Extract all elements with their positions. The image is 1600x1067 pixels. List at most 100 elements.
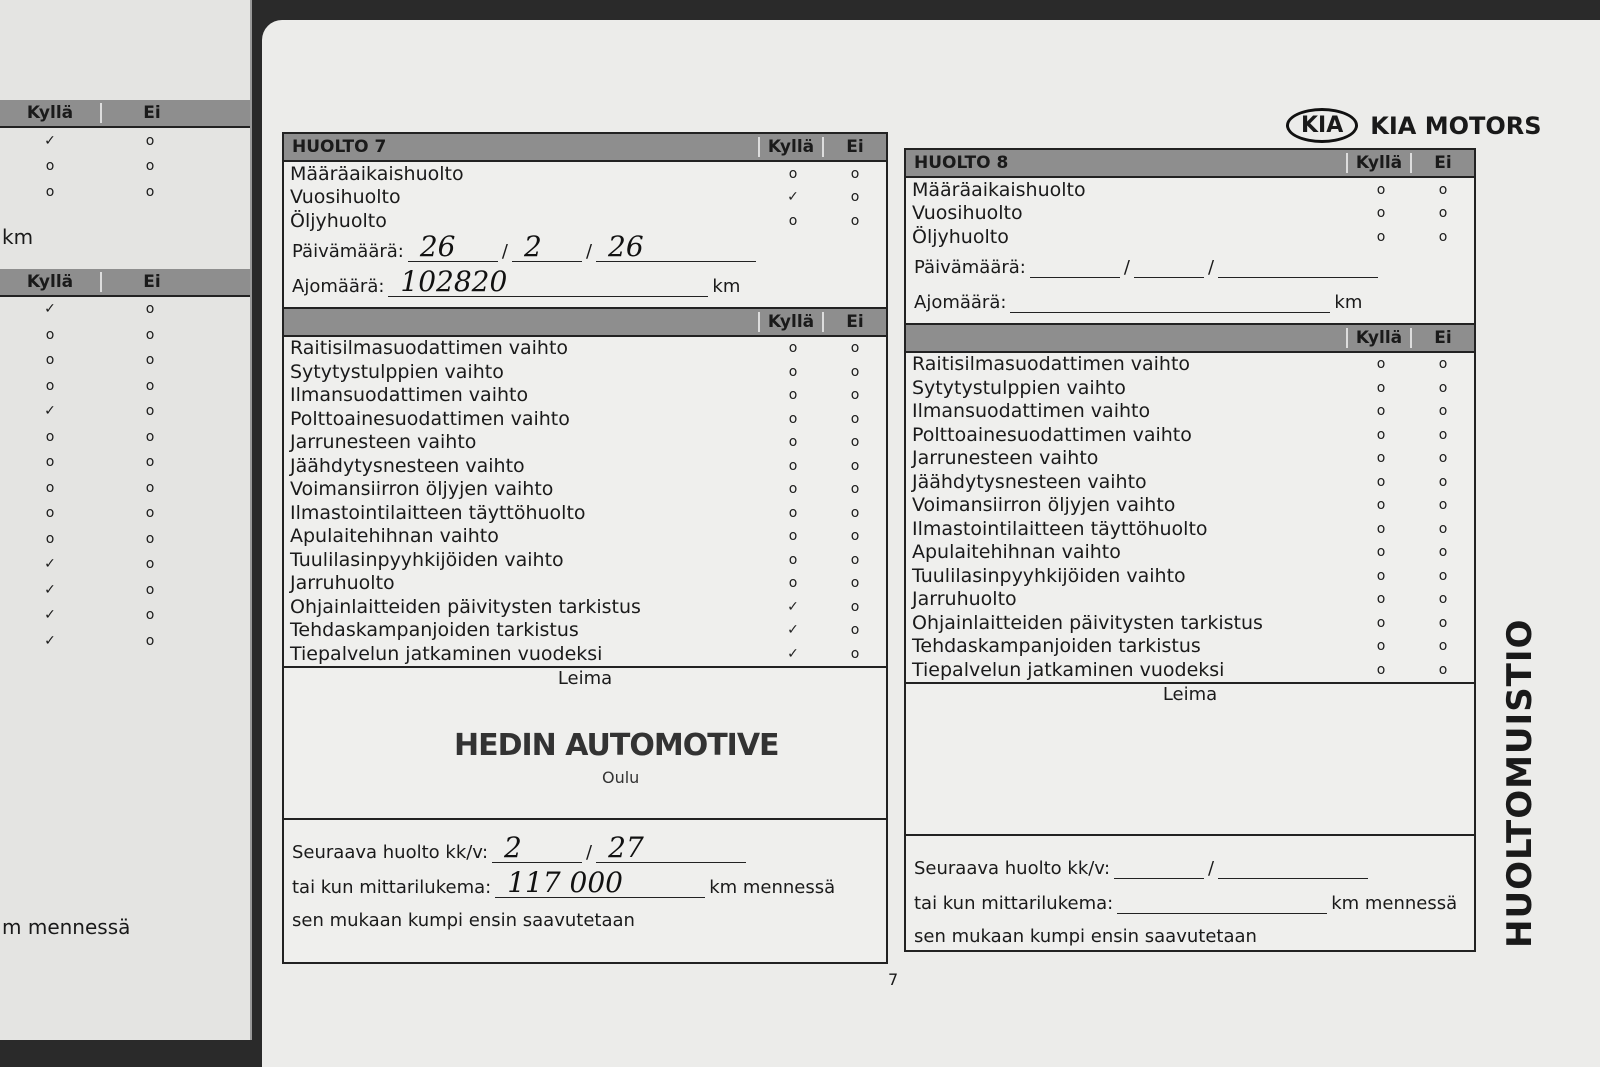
no-checkbox[interactable]: o <box>1438 450 1448 467</box>
no-checkbox[interactable]: o <box>145 454 155 471</box>
date-field[interactable]: Päivämäärä: / / <box>906 249 1474 284</box>
no-checkbox[interactable]: o <box>145 428 155 445</box>
no-checkbox[interactable]: o <box>145 479 155 496</box>
no-checkbox[interactable]: o <box>145 326 155 343</box>
yes-checkbox[interactable]: o <box>45 454 55 471</box>
yes-checkbox[interactable]: o <box>1376 591 1386 608</box>
no-checkbox[interactable]: o <box>145 632 155 649</box>
no-checkbox[interactable]: o <box>1438 520 1448 537</box>
yes-checkbox[interactable]: ✓ <box>44 301 56 318</box>
no-checkbox[interactable]: o <box>145 403 155 420</box>
no-checkbox[interactable]: o <box>1438 567 1448 584</box>
no-checkbox[interactable]: o <box>145 132 155 149</box>
yes-checkbox[interactable]: o <box>45 352 55 369</box>
no-checkbox[interactable]: o <box>145 158 155 175</box>
no-checkbox[interactable]: o <box>145 581 155 598</box>
no-checkbox[interactable]: o <box>850 387 860 404</box>
no-checkbox[interactable]: o <box>850 212 860 229</box>
yes-checkbox[interactable]: o <box>45 530 55 547</box>
no-checkbox[interactable]: o <box>850 434 860 451</box>
yes-checkbox[interactable]: ✓ <box>44 581 56 598</box>
odometer-field[interactable]: tai kun mittarilukema: 117 000 km mennes… <box>284 866 886 904</box>
yes-checkbox[interactable]: o <box>788 387 798 404</box>
yes-checkbox[interactable]: o <box>1376 520 1386 537</box>
yes-checkbox[interactable]: o <box>1376 356 1386 373</box>
yes-checkbox[interactable]: ✓ <box>787 189 799 206</box>
no-checkbox[interactable]: o <box>850 575 860 592</box>
yes-checkbox[interactable]: o <box>1376 544 1386 561</box>
no-checkbox[interactable]: o <box>1438 661 1448 678</box>
no-checkbox[interactable]: o <box>1438 426 1448 443</box>
no-checkbox[interactable]: o <box>850 622 860 639</box>
yes-checkbox[interactable]: o <box>1376 661 1386 678</box>
no-checkbox[interactable]: o <box>1438 638 1448 655</box>
no-checkbox[interactable]: o <box>145 530 155 547</box>
no-checkbox[interactable]: o <box>1438 544 1448 561</box>
no-checkbox[interactable]: o <box>1438 497 1448 514</box>
yes-checkbox[interactable]: ✓ <box>787 622 799 639</box>
yes-checkbox[interactable]: ✓ <box>787 645 799 662</box>
yes-checkbox[interactable]: o <box>1376 228 1386 245</box>
yes-checkbox[interactable]: o <box>45 158 55 175</box>
no-checkbox[interactable]: o <box>850 528 860 545</box>
no-checkbox[interactable]: o <box>1438 379 1448 396</box>
no-checkbox[interactable]: o <box>850 189 860 206</box>
yes-checkbox[interactable]: o <box>788 212 798 229</box>
no-checkbox[interactable]: o <box>850 598 860 615</box>
no-checkbox[interactable]: o <box>145 556 155 573</box>
yes-checkbox[interactable]: o <box>788 410 798 427</box>
yes-checkbox[interactable]: o <box>788 551 798 568</box>
next-service-field[interactable]: Seuraava huolto kk/v: / <box>906 850 1474 885</box>
no-checkbox[interactable]: o <box>850 165 860 182</box>
yes-checkbox[interactable]: o <box>45 479 55 496</box>
no-checkbox[interactable]: o <box>1438 181 1448 198</box>
yes-checkbox[interactable]: o <box>788 434 798 451</box>
no-checkbox[interactable]: o <box>145 301 155 318</box>
yes-checkbox[interactable]: o <box>45 326 55 343</box>
date-field[interactable]: Päivämäärä: 26/ 2/ 26 <box>284 230 886 268</box>
no-checkbox[interactable]: o <box>145 352 155 369</box>
yes-checkbox[interactable]: o <box>788 504 798 521</box>
yes-checkbox[interactable]: o <box>1376 426 1386 443</box>
yes-checkbox[interactable]: o <box>1376 497 1386 514</box>
no-checkbox[interactable]: o <box>850 457 860 474</box>
yes-checkbox[interactable]: o <box>788 340 798 357</box>
no-checkbox[interactable]: o <box>145 377 155 394</box>
yes-checkbox[interactable]: o <box>1376 473 1386 490</box>
yes-checkbox[interactable]: o <box>1376 205 1386 222</box>
yes-checkbox[interactable]: ✓ <box>44 607 56 624</box>
yes-checkbox[interactable]: o <box>1376 638 1386 655</box>
yes-checkbox[interactable]: o <box>788 457 798 474</box>
yes-checkbox[interactable]: o <box>1376 379 1386 396</box>
no-checkbox[interactable]: o <box>1438 403 1448 420</box>
no-checkbox[interactable]: o <box>145 183 155 200</box>
yes-checkbox[interactable]: o <box>788 481 798 498</box>
yes-checkbox[interactable]: o <box>1376 567 1386 584</box>
yes-checkbox[interactable]: ✓ <box>44 403 56 420</box>
no-checkbox[interactable]: o <box>145 505 155 522</box>
yes-checkbox[interactable]: o <box>1376 450 1386 467</box>
yes-checkbox[interactable]: ✓ <box>44 632 56 649</box>
yes-checkbox[interactable]: ✓ <box>44 132 56 149</box>
no-checkbox[interactable]: o <box>850 645 860 662</box>
no-checkbox[interactable]: o <box>1438 205 1448 222</box>
yes-checkbox[interactable]: ✓ <box>44 556 56 573</box>
no-checkbox[interactable]: o <box>850 504 860 521</box>
no-checkbox[interactable]: o <box>1438 591 1448 608</box>
yes-checkbox[interactable]: o <box>788 165 798 182</box>
yes-checkbox[interactable]: o <box>45 505 55 522</box>
no-checkbox[interactable]: o <box>1438 356 1448 373</box>
yes-checkbox[interactable]: o <box>788 528 798 545</box>
yes-checkbox[interactable]: o <box>1376 181 1386 198</box>
mileage-field[interactable]: Ajomäärä: km <box>906 284 1474 319</box>
yes-checkbox[interactable]: o <box>45 183 55 200</box>
yes-checkbox[interactable]: o <box>788 575 798 592</box>
no-checkbox[interactable]: o <box>145 607 155 624</box>
odometer-field[interactable]: tai kun mittarilukema: km mennessä <box>906 885 1474 920</box>
yes-checkbox[interactable]: ✓ <box>787 598 799 615</box>
no-checkbox[interactable]: o <box>1438 614 1448 631</box>
yes-checkbox[interactable]: o <box>45 428 55 445</box>
yes-checkbox[interactable]: o <box>788 363 798 380</box>
no-checkbox[interactable]: o <box>850 340 860 357</box>
next-service-field[interactable]: Seuraava huolto kk/v: 2/ 27 <box>284 831 886 869</box>
